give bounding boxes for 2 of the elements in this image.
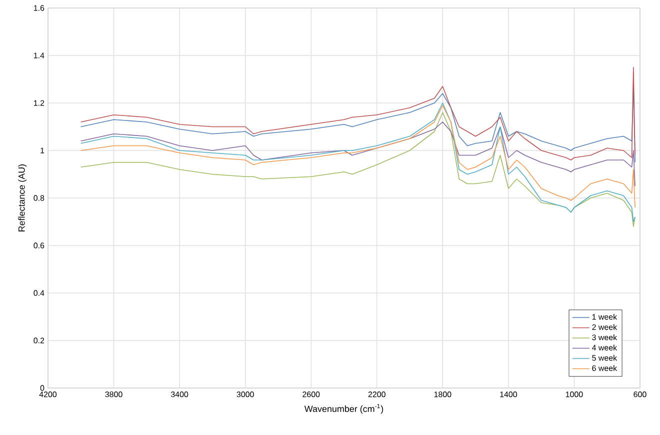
x-axis-title: Wavenumber (cm$^{-1}$) (304, 404, 384, 414)
y-axis-title: Reflectance (AU) (18, 164, 27, 232)
